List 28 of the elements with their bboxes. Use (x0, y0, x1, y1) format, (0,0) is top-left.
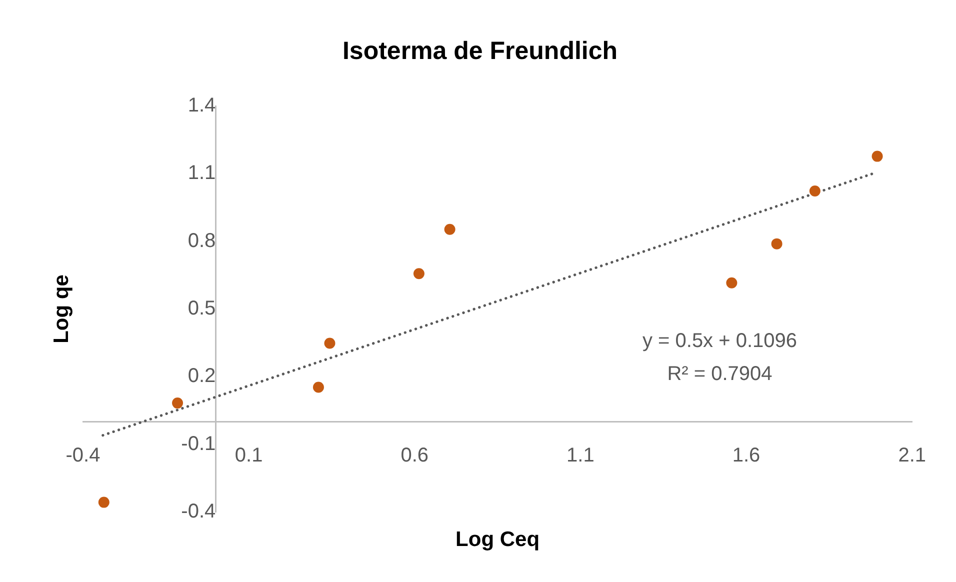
x-tick-label: 2.1 (898, 444, 926, 466)
y-tick-label: 1.4 (188, 94, 216, 117)
y-tick-label: 0.2 (188, 365, 216, 388)
chart-title: Isoterma de Freundlich (342, 36, 618, 65)
point (872, 150, 883, 162)
point (98, 496, 110, 508)
point (172, 398, 184, 409)
point (809, 186, 820, 197)
x-tick-label: 1.1 (566, 444, 594, 466)
point (312, 382, 324, 393)
x-tick-label: 0.1 (234, 444, 263, 466)
point (726, 277, 738, 288)
point (324, 338, 336, 349)
y-tick-label: -0.4 (181, 500, 216, 523)
x-tick-label: -0.4 (66, 444, 100, 466)
y-tick-label: 1.1 (188, 162, 216, 184)
x-axis-title: Log Ceq (456, 528, 540, 551)
y-tick-label: -0.1 (181, 432, 216, 455)
x-tick-label: 0.6 (400, 444, 429, 466)
y-tick-label: 0.5 (188, 298, 216, 320)
point (413, 268, 424, 280)
y-axis-title: Log qe (50, 274, 73, 344)
point (444, 224, 456, 235)
annotation: R² = 0.7904 (667, 362, 772, 385)
point (771, 238, 782, 250)
annotation: y = 0.5x + 0.1096 (642, 330, 798, 352)
x-tick-label: 1.6 (732, 444, 760, 466)
y-tick-label: 0.8 (188, 230, 216, 252)
